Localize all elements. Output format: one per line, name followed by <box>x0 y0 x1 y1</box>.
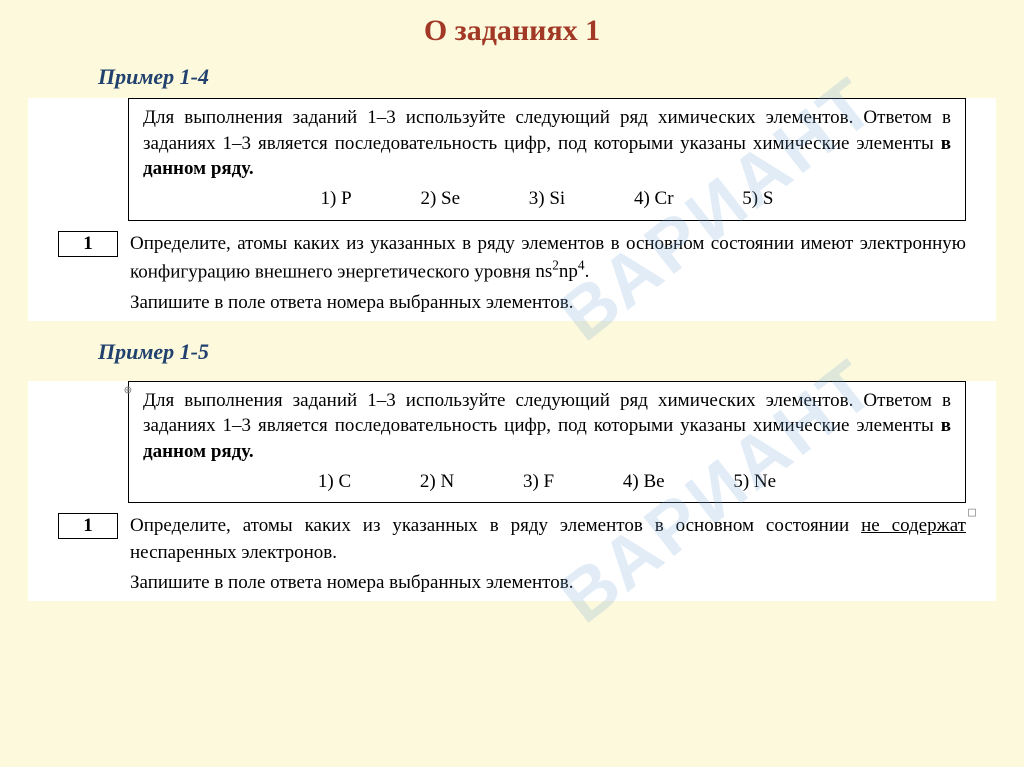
question-row: 1 Определите, атомы каких из указанных в… <box>58 513 966 601</box>
question-line: Определите, атомы каких из указанных в р… <box>130 515 861 536</box>
example-panel: ВАРИАНТ ⊕ □ Для выполнения заданий 1–3 и… <box>28 381 996 601</box>
element-option: 1) C <box>318 469 351 495</box>
page-title: О заданиях 1 <box>0 0 1024 54</box>
question-line: Запишите в поле ответа номера выбранных … <box>130 290 966 317</box>
element-option: 2) Se <box>420 186 460 212</box>
instruction-text: Для выполнения заданий 1–3 используйте с… <box>143 105 951 182</box>
element-option: 1) P <box>321 186 352 212</box>
element-option: 4) Cr <box>634 186 674 212</box>
question-text: Определите, атомы каких из указанных в р… <box>130 231 966 321</box>
crop-marker-icon: ⊕ <box>124 383 132 398</box>
question-number: 1 <box>58 513 118 539</box>
electron-config: ns2np4. <box>535 261 589 282</box>
question-text: Определите, атомы каких из указанных в р… <box>130 513 966 601</box>
crop-marker-icon: □ <box>968 505 976 520</box>
question-line: Запишите в поле ответа номера выбранных … <box>130 570 966 597</box>
elements-row: 1) C 2) N 3) F 4) Be 5) Ne <box>143 469 951 495</box>
question-number: 1 <box>58 231 118 257</box>
example-heading: Пример 1-5 <box>98 339 1024 365</box>
instruction-prefix: Для выполнения заданий 1–3 используйте с… <box>143 107 951 154</box>
element-option: 5) S <box>742 186 773 212</box>
instruction-box: Для выполнения заданий 1–3 используйте с… <box>128 381 966 504</box>
instruction-prefix: Для выполнения заданий 1–3 используйте с… <box>143 390 951 437</box>
example-heading: Пример 1-4 <box>98 64 1024 90</box>
elements-row: 1) P 2) Se 3) Si 4) Cr 5) S <box>143 186 951 212</box>
element-option: 4) Be <box>623 469 665 495</box>
element-option: 3) Si <box>529 186 565 212</box>
instruction-box: Для выполнения заданий 1–3 используйте с… <box>128 98 966 221</box>
underline-text: не содержат <box>861 515 966 536</box>
element-option: 2) N <box>420 469 454 495</box>
element-option: 5) Ne <box>733 469 776 495</box>
instruction-text: Для выполнения заданий 1–3 используйте с… <box>143 388 951 465</box>
example-panel: ВАРИАНТ Для выполнения заданий 1–3 испол… <box>28 98 996 321</box>
question-line: неспаренных электронов. <box>130 542 337 563</box>
element-option: 3) F <box>523 469 554 495</box>
question-row: 1 Определите, атомы каких из указанных в… <box>58 231 966 321</box>
